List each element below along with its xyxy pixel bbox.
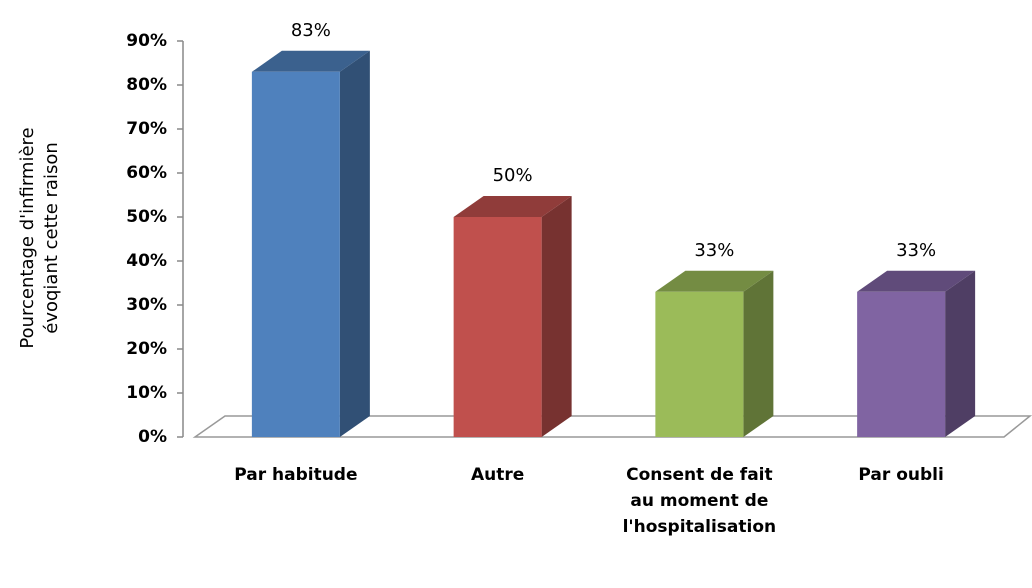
- bar-front: [655, 291, 744, 437]
- y-tick-label: 90%: [126, 31, 167, 51]
- bar-side: [339, 50, 370, 438]
- bar-top: [857, 270, 976, 292]
- y-tick-label: 10%: [126, 383, 167, 403]
- bar: [857, 270, 976, 437]
- y-tick-label: 20%: [126, 339, 167, 359]
- value-label: 83%: [291, 20, 331, 41]
- bar-top: [453, 196, 572, 217]
- y-tick-label: 30%: [126, 295, 167, 315]
- bar-front: [453, 217, 542, 437]
- x-tick-label: Par habitude: [234, 465, 358, 485]
- bar-side: [945, 270, 976, 437]
- y-tick-label: 80%: [126, 75, 167, 95]
- x-tick-label: Par oubli: [858, 465, 944, 485]
- x-tick-label: Consent de fait au moment de l'hospitali…: [622, 465, 777, 537]
- y-tick-label: 50%: [126, 207, 167, 227]
- bar-front: [251, 71, 340, 438]
- y-tick-label: 40%: [126, 251, 167, 271]
- y-axis-label: Pourcentage d'infirmière: [17, 127, 38, 348]
- x-tick-label: Autre: [470, 465, 525, 485]
- value-label: 50%: [493, 165, 533, 186]
- bar: [655, 270, 774, 437]
- value-label: 33%: [896, 240, 936, 261]
- y-tick-label: 70%: [126, 119, 167, 139]
- bar: [453, 196, 572, 437]
- bar-front: [857, 291, 946, 437]
- y-axis-label: évoqiant cette raison: [41, 142, 62, 334]
- bar-side: [743, 270, 774, 437]
- bar-side: [541, 196, 572, 437]
- y-tick-label: 0%: [138, 427, 167, 447]
- bar-top: [251, 50, 370, 72]
- bar: [251, 50, 370, 438]
- value-label: 33%: [694, 240, 734, 261]
- bar-top: [655, 270, 774, 292]
- y-tick-label: 60%: [126, 163, 167, 183]
